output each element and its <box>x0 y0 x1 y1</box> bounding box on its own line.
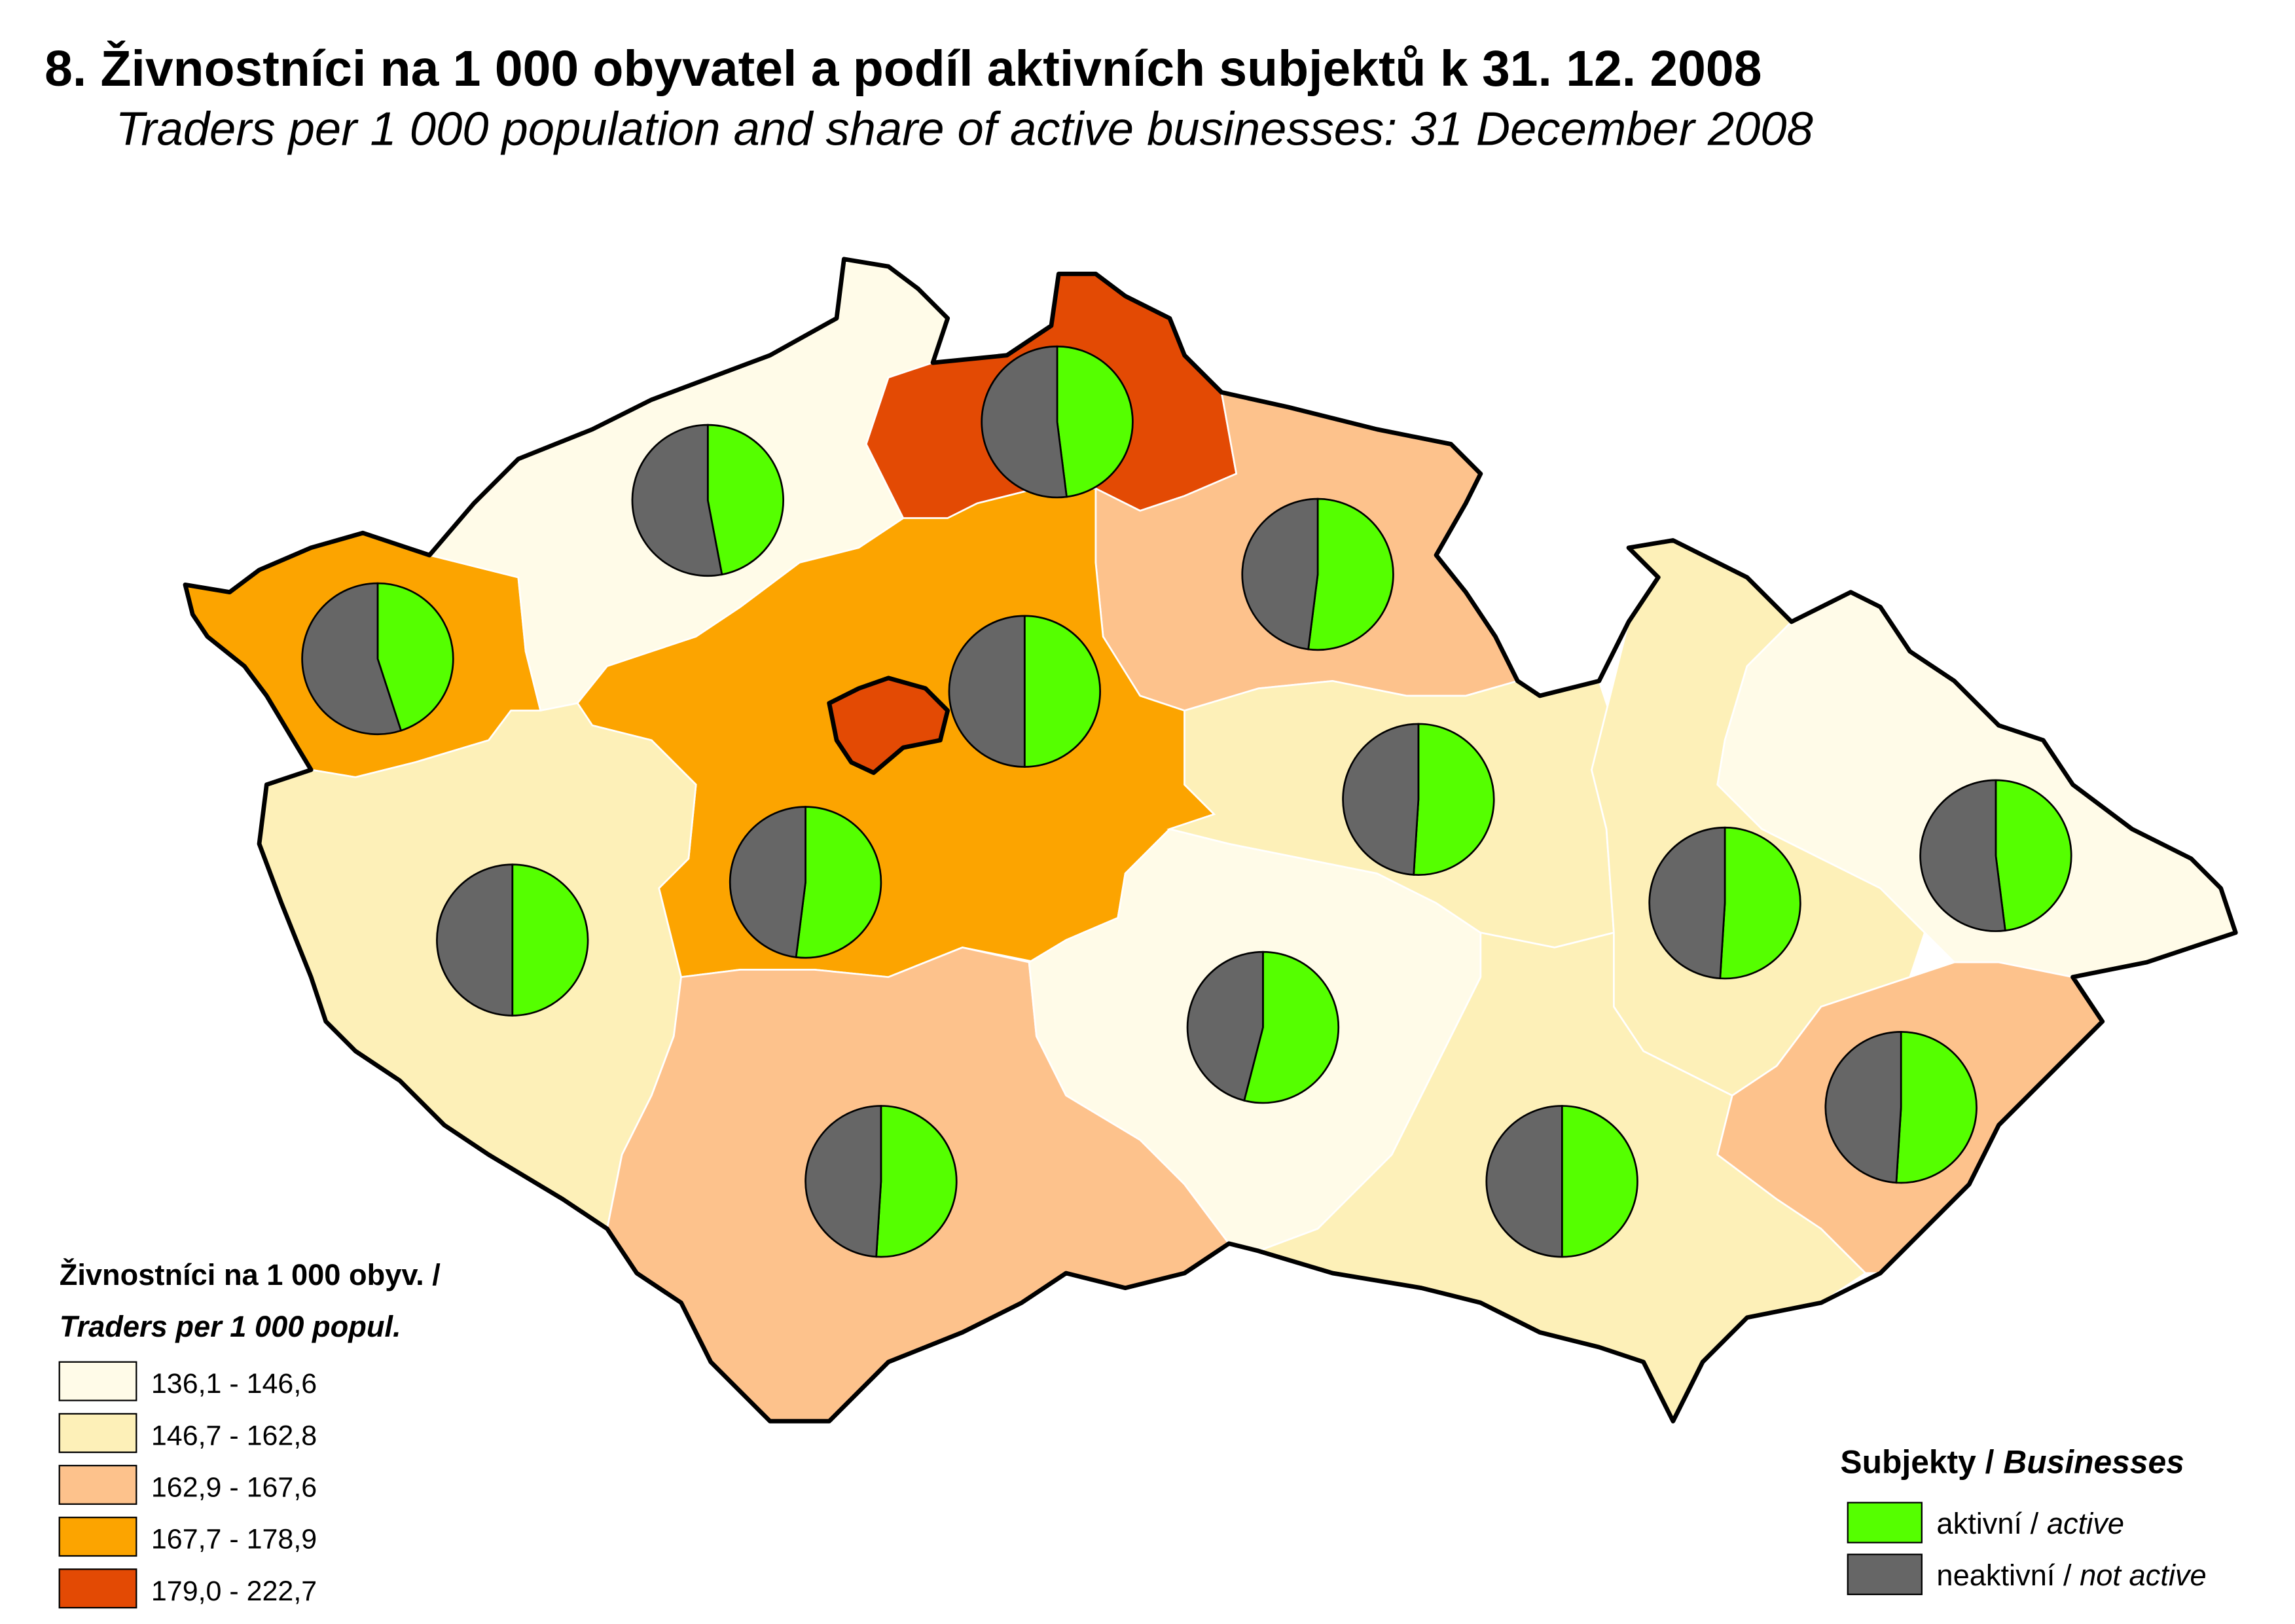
pie-slice-inactive <box>981 345 1068 499</box>
subtitle: Traders per 1 000 population and share o… <box>116 103 1813 156</box>
pie-slice-inactive <box>1241 497 1319 651</box>
legend-label: 179,0 - 222,7 <box>151 1576 317 1607</box>
pie-slice-active <box>511 863 589 1017</box>
pie-slice-inactive <box>1824 1030 1902 1184</box>
pie-legend-swatch <box>1847 1553 1923 1595</box>
legend-swatch <box>58 1464 137 1505</box>
pie-slice-inactive <box>1186 950 1264 1102</box>
pie-legend-label-cz: aktivní / <box>1936 1507 2038 1540</box>
pie-slice-active <box>1995 779 2072 932</box>
pie-slice-inactive <box>301 582 403 736</box>
legend-swatch <box>58 1361 137 1401</box>
pie-legend-label: neaktivní / not active <box>1936 1559 2206 1592</box>
legend-title: Traders per 1 000 popul. <box>60 1310 401 1343</box>
pie-slice-active <box>795 806 882 959</box>
pie-slice-active <box>1307 497 1394 651</box>
pie-slice-inactive <box>631 424 723 577</box>
pie-slice-active <box>1243 950 1340 1104</box>
pie-slice-inactive <box>948 615 1026 768</box>
legend-label: 167,7 - 178,9 <box>151 1524 317 1555</box>
legend-swatch <box>58 1568 137 1609</box>
legend-swatch <box>58 1413 137 1453</box>
pie-slice-active <box>875 1105 958 1258</box>
legend-swatch <box>58 1517 137 1557</box>
pie-legend-label-cz: neaktivní / <box>1936 1559 2072 1592</box>
pie-slice-active <box>376 582 454 732</box>
pies <box>301 345 2072 1258</box>
pie-slice-active <box>1719 826 1801 980</box>
pie-slice-inactive <box>1919 779 2006 932</box>
pie-legend-label: aktivní / active <box>1936 1507 2124 1540</box>
pie-slice-active <box>1023 615 1101 768</box>
pie-legend-label-en: not active <box>2080 1559 2207 1592</box>
pie-slice-inactive <box>436 863 514 1017</box>
legend-label: 146,7 - 162,8 <box>151 1420 317 1451</box>
country-outline <box>183 257 2238 1424</box>
legend-label: 136,1 - 146,6 <box>151 1368 317 1399</box>
pie-slice-active <box>1056 345 1134 498</box>
pie-slice-active <box>1413 723 1495 876</box>
legend: 136,1 - 146,6 146,7 - 162,8 162,9 - 167,6 1… <box>58 1361 317 1609</box>
legend-title: Živnostníci na 1 000 obyv. / <box>60 1258 441 1291</box>
pie-legend-label-en: active <box>2047 1507 2124 1540</box>
pie-legend-title-cz: Subjekty / <box>1840 1443 1994 1480</box>
pie-slice-active <box>1561 1105 1638 1258</box>
region-outline <box>827 676 950 775</box>
legend-label: 162,9 - 167,6 <box>151 1472 317 1504</box>
pie-slice-active <box>1895 1030 1978 1184</box>
pie-legend-title-en: Businesses <box>2003 1443 2184 1480</box>
title: 8. Živnostníci na 1 000 obyvatel a podíl… <box>45 41 1762 97</box>
pie-slice-inactive <box>1342 723 1420 876</box>
pie-slice-inactive <box>804 1105 882 1258</box>
pie-legend: aktivní / active neaktivní / not active <box>1847 1502 2207 1595</box>
pie-legend-swatch <box>1847 1502 1923 1543</box>
pie-slice-inactive <box>729 806 806 958</box>
pie-slice-inactive <box>1485 1105 1563 1258</box>
pie-slice-active <box>706 424 784 576</box>
pie-slice-inactive <box>1648 826 1726 980</box>
pie-legend-title: Subjekty / Businesses <box>1840 1443 2184 1480</box>
